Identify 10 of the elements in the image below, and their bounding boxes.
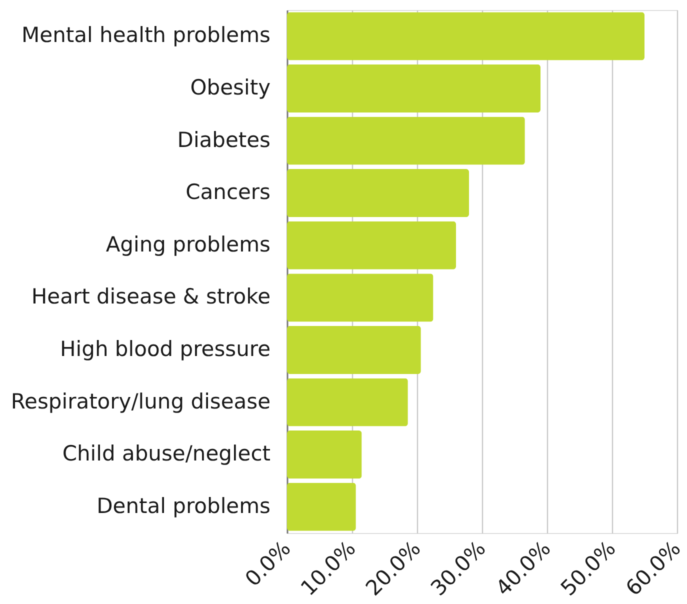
y-tick-label: Mental health problems [22, 23, 270, 48]
y-tick-label: Dental problems [96, 494, 270, 518]
y-tick-label: Diabetes [177, 128, 270, 152]
y-tick-label: Heart disease & stroke [31, 284, 270, 309]
y-tick-label: Obesity [190, 75, 270, 100]
y-tick-label: Child abuse/neglect [62, 442, 270, 466]
y-tick-label: Respiratory/lung disease [10, 389, 270, 414]
y-tick-label: Aging problems [106, 232, 270, 256]
y-tick-label: High blood pressure [60, 336, 270, 361]
y-tick-label: Cancers [186, 180, 270, 204]
